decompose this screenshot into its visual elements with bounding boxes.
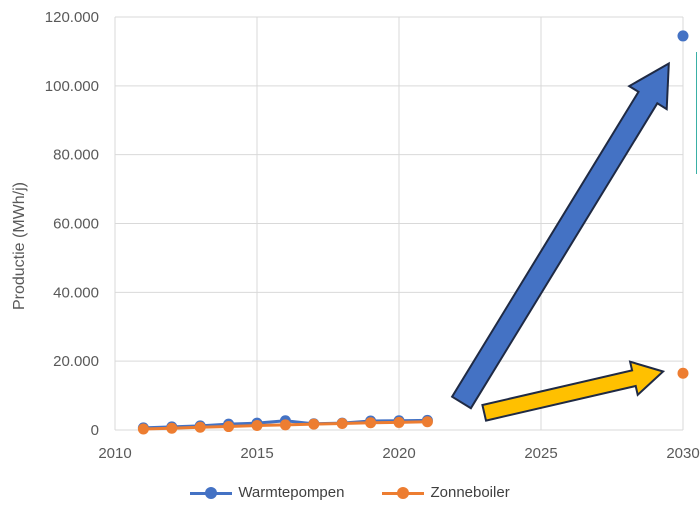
data-point-zonneboiler (251, 420, 263, 432)
cropped-callout-box (696, 52, 700, 174)
legend-label-warmtepompen: Warmtepompen (238, 484, 345, 501)
x-tick-label: 2030 (666, 445, 699, 462)
yellow-arrow (481, 360, 666, 422)
y-tick-label: 120.000 (45, 9, 99, 26)
target-point-zonneboiler (677, 367, 689, 379)
legend-label-zonneboiler: Zonneboiler (430, 484, 510, 501)
data-point-zonneboiler (223, 421, 235, 433)
y-tick-label: 0 (91, 422, 99, 439)
y-tick-label: 20.000 (53, 353, 99, 370)
y-tick-labels: 0 20.000 40.000 60.000 80.000 100.000 120.000 (45, 9, 99, 439)
series-layer (137, 30, 689, 435)
legend-swatch-zonneboiler (382, 486, 425, 499)
data-point-zonneboiler (137, 423, 149, 435)
chart: 020.00040.00060.00080.000100.000120.000 … (11, 9, 700, 462)
legend-item-zonneboiler: Zonneboiler (382, 484, 510, 501)
y-tick-label: 40.000 (53, 284, 99, 301)
data-point-zonneboiler (166, 422, 178, 434)
annotation-arrows (450, 61, 670, 422)
data-point-zonneboiler (308, 418, 320, 430)
legend: Warmtepompen Zonneboiler (0, 484, 700, 501)
legend-swatch-warmtepompen (190, 486, 233, 499)
y-axis-label: Productie (MWh/j) (11, 182, 28, 310)
x-tick-label: 2010 (98, 445, 131, 462)
legend-item-warmtepompen: Warmtepompen (190, 484, 344, 501)
data-point-zonneboiler (279, 419, 291, 431)
blue-arrow (450, 61, 670, 410)
data-point-zonneboiler (393, 416, 405, 428)
x-tick-label: 2020 (382, 445, 415, 462)
x-tick-labels: 2010 2015 2020 2025 2030 (98, 445, 699, 462)
target-point-warmtepompen (677, 30, 689, 42)
y-tick-label: 80.000 (53, 147, 99, 164)
y-tick-label: 100.000 (45, 78, 99, 95)
x-tick-label: 2015 (240, 445, 273, 462)
gridlines (114, 16, 684, 431)
y-tick-label: 60.000 (53, 216, 99, 233)
data-point-zonneboiler (421, 416, 433, 428)
data-point-zonneboiler (336, 417, 348, 429)
data-point-zonneboiler (365, 417, 377, 429)
data-point-zonneboiler (194, 421, 206, 433)
x-tick-label: 2025 (524, 445, 557, 462)
